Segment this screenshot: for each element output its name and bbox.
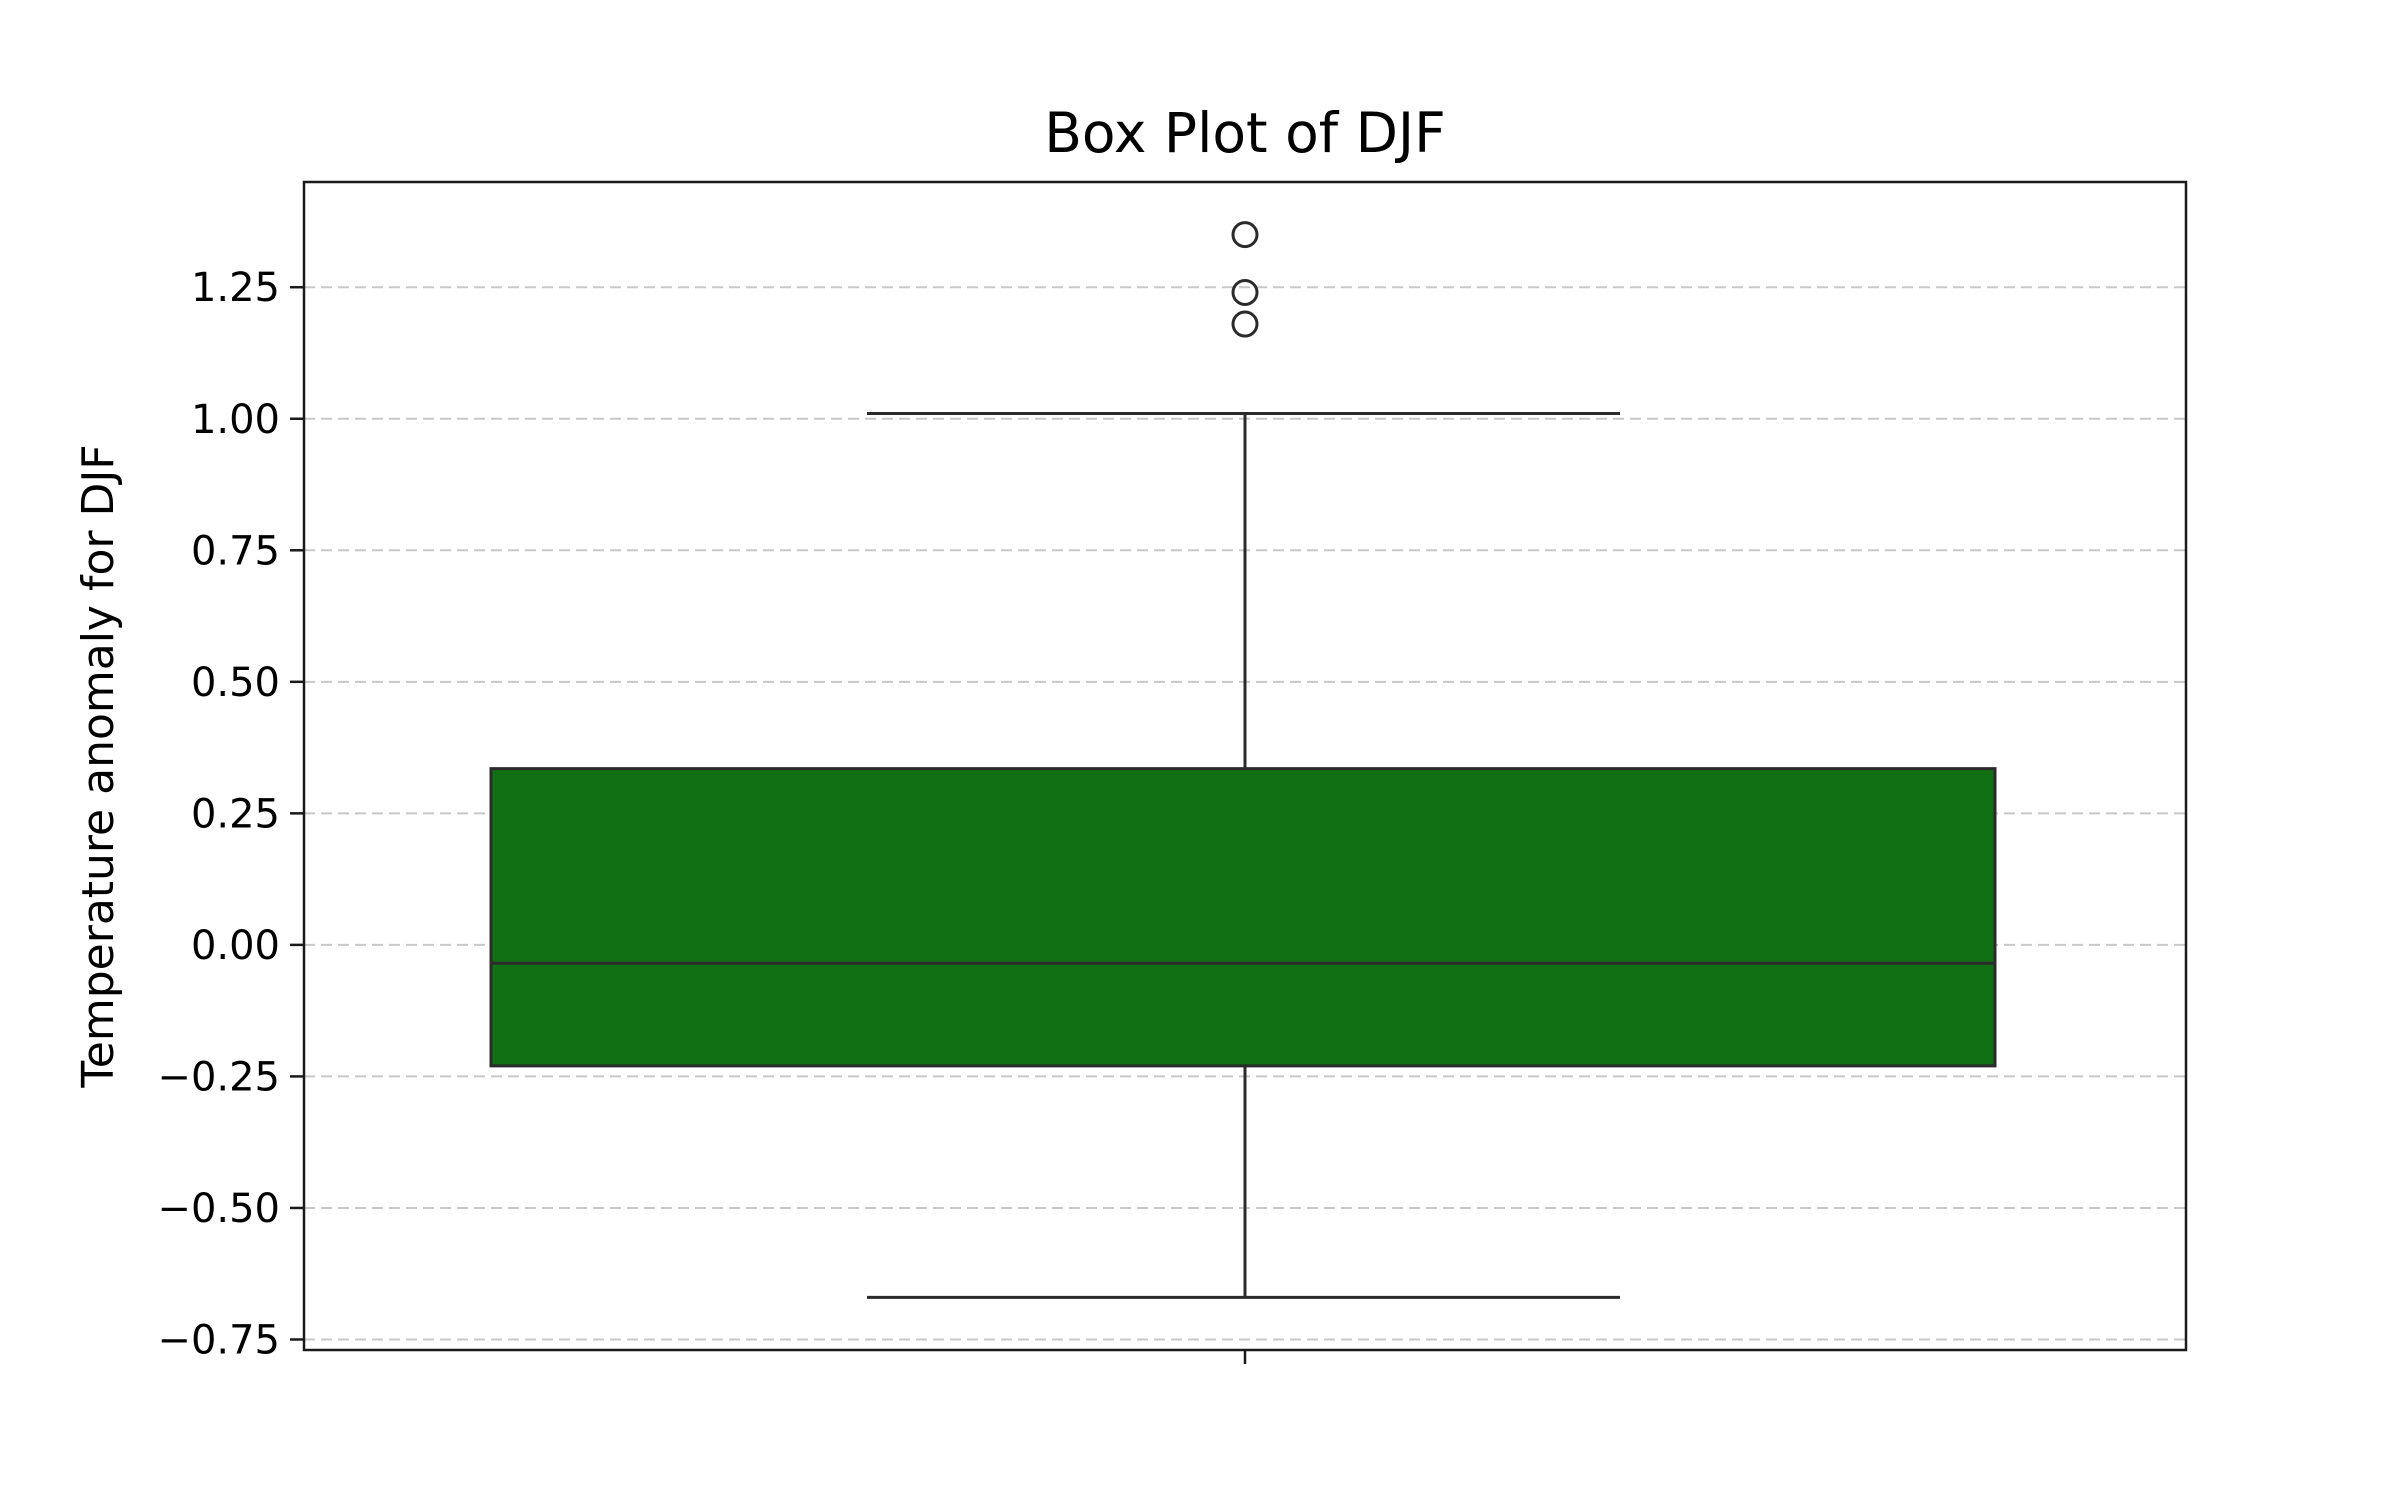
y-tick-label: 0.75: [191, 528, 280, 574]
interquartile-box: [489, 767, 1997, 1068]
y-axis-label: Temperature anomaly for DJF: [73, 444, 124, 1088]
y-tick-label: 0.25: [191, 791, 280, 837]
y-tick-label: −0.25: [157, 1054, 280, 1100]
y-ticks: −0.75 −0.50 −0.25 0.00 0.25 0.50 0.75 1.00 1.25: [157, 265, 304, 1363]
outlier-point: [1231, 310, 1259, 338]
outlier-point: [1231, 278, 1259, 306]
chart-title: Box Plot of DJF: [1044, 101, 1446, 165]
y-tick-label: 0.00: [191, 923, 280, 969]
y-tick-label: 1.25: [191, 265, 280, 311]
outlier-point: [1231, 221, 1259, 249]
y-tick-label: 1.00: [191, 397, 280, 443]
y-tick-label: 0.50: [191, 660, 280, 706]
y-tick-label: −0.75: [157, 1317, 280, 1363]
y-tick-label: −0.50: [157, 1186, 280, 1232]
box-group: [489, 221, 1997, 1299]
